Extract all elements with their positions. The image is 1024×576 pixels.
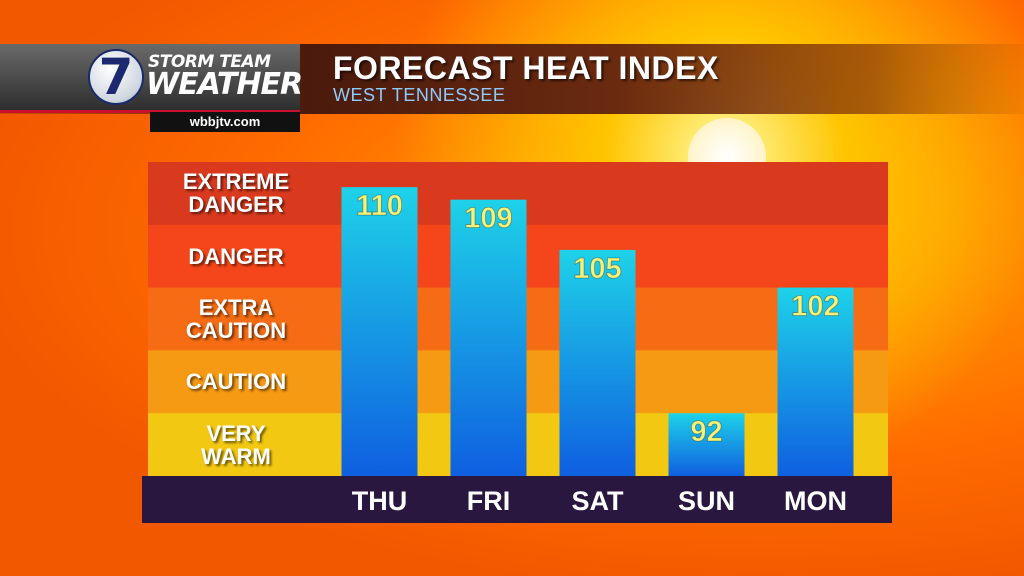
bar-sun — [668, 413, 745, 476]
website-label: wbbjtv.com — [150, 112, 300, 132]
zone-label-1: DANGER — [188, 243, 284, 269]
channel-7-logo-icon — [88, 49, 144, 105]
category-label-sun: SUN — [678, 486, 735, 516]
logo-text-storm-team: STORM TEAM — [148, 52, 271, 72]
axis-band — [142, 476, 892, 523]
category-label-sat: SAT — [572, 486, 625, 516]
zone-label-4: VERY WARM — [201, 420, 271, 469]
value-label-thu: 110 — [356, 190, 403, 222]
bar-thu — [341, 187, 418, 476]
bar-sat — [559, 249, 636, 476]
category-label-fri: FRI — [467, 486, 511, 516]
value-label-mon: 102 — [791, 291, 839, 323]
bar-fri — [450, 199, 527, 476]
value-label-sun: 92 — [690, 416, 722, 448]
value-label-fri: 109 — [464, 203, 512, 235]
chart-subtitle: WEST TENNESSEE — [333, 85, 506, 105]
logo-number: 7 — [98, 48, 134, 106]
category-label-mon: MON — [784, 486, 847, 516]
value-label-sat: 105 — [573, 253, 621, 285]
category-label-thu: THU — [352, 486, 408, 516]
zone-label-3: CAUTION — [185, 369, 287, 395]
logo-panel — [0, 44, 300, 113]
chart-title: FORECAST HEAT INDEX — [333, 50, 719, 86]
zone-label-0: EXTREME DANGER — [182, 169, 290, 218]
bar-mon — [777, 287, 854, 476]
logo-text-weather: WEATHER — [146, 67, 303, 102]
zone-label-2: EXTRA CAUTION — [185, 295, 287, 343]
